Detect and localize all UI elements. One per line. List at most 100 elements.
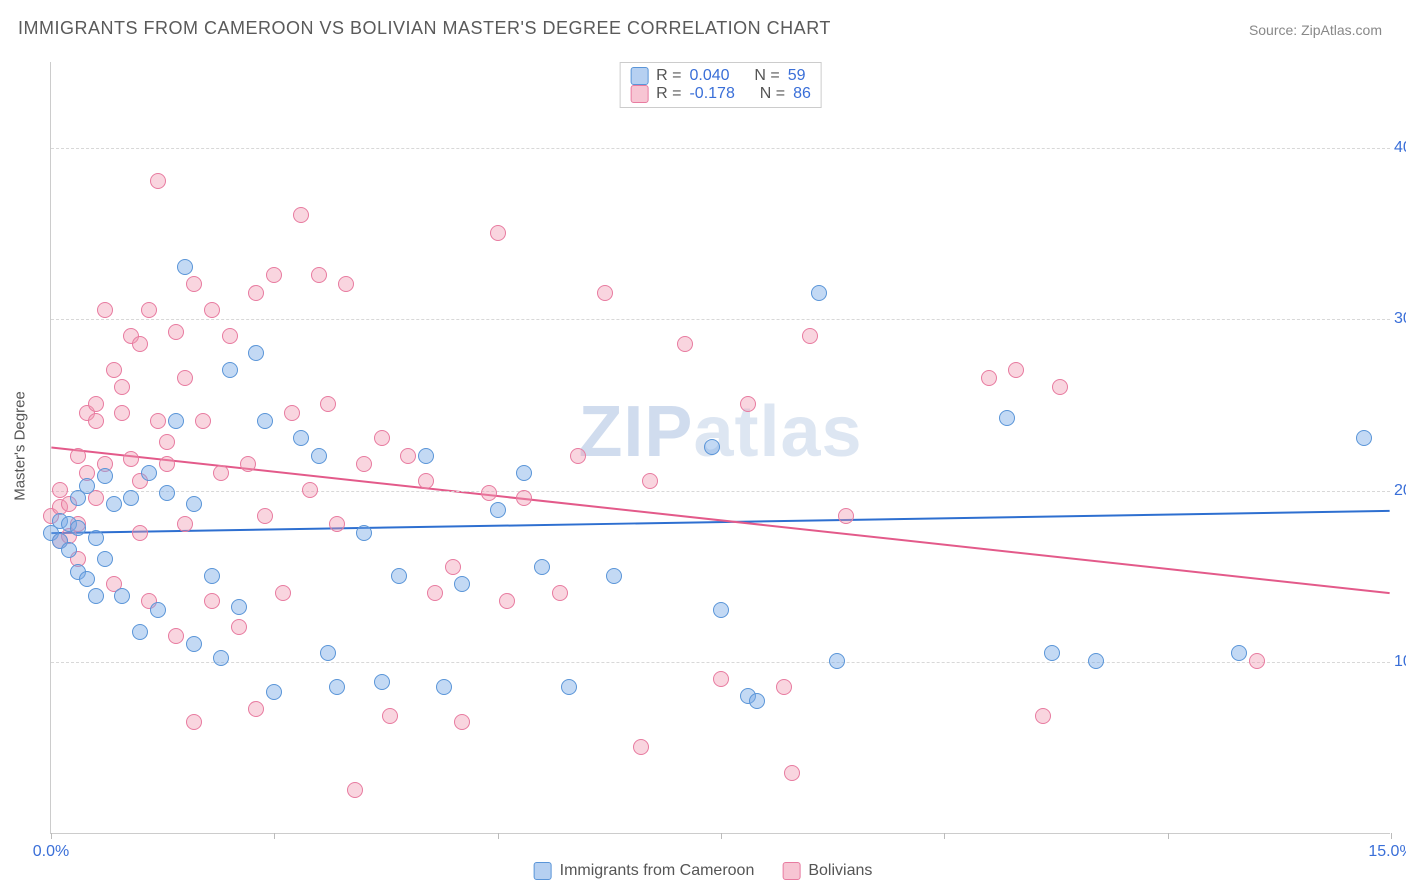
legend-r-label: R = <box>656 85 681 103</box>
legend-r-label: R = <box>656 67 681 85</box>
data-point-pink <box>186 714 202 730</box>
data-point-pink <box>302 482 318 498</box>
legend-label-bolivians: Bolivians <box>808 862 872 880</box>
data-point-pink <box>132 336 148 352</box>
data-point-blue <box>749 693 765 709</box>
data-point-blue <box>311 448 327 464</box>
data-point-blue <box>1231 645 1247 661</box>
data-point-blue <box>704 439 720 455</box>
legend-pink-r: -0.178 <box>689 85 734 103</box>
trend-lines <box>51 62 1390 833</box>
x-tick <box>944 833 945 839</box>
data-point-pink <box>248 285 264 301</box>
data-point-pink <box>266 267 282 283</box>
data-point-pink <box>213 465 229 481</box>
data-point-pink <box>427 585 443 601</box>
data-point-blue <box>141 465 157 481</box>
data-point-blue <box>150 602 166 618</box>
data-point-pink <box>141 302 157 318</box>
data-point-pink <box>1249 653 1265 669</box>
data-point-pink <box>356 456 372 472</box>
scatter-plot-area: ZIPatlas R = 0.040 N = 59 R = -0.178 N =… <box>50 62 1390 834</box>
data-point-blue <box>97 551 113 567</box>
data-point-blue <box>106 496 122 512</box>
data-point-pink <box>490 225 506 241</box>
data-point-pink <box>97 302 113 318</box>
legend-blue-r: 0.040 <box>689 67 729 85</box>
data-point-pink <box>374 430 390 446</box>
x-tick-label: 0.0% <box>33 843 69 861</box>
data-point-pink <box>114 379 130 395</box>
data-point-pink <box>159 456 175 472</box>
data-point-pink <box>114 405 130 421</box>
chart-title: IMMIGRANTS FROM CAMEROON VS BOLIVIAN MAS… <box>18 18 831 39</box>
data-point-pink <box>88 413 104 429</box>
data-point-pink <box>570 448 586 464</box>
data-point-pink <box>516 490 532 506</box>
y-tick-label: 20.0% <box>1394 482 1406 500</box>
data-point-pink <box>552 585 568 601</box>
data-point-pink <box>633 739 649 755</box>
data-point-pink <box>382 708 398 724</box>
data-point-pink <box>275 585 291 601</box>
data-point-blue <box>829 653 845 669</box>
data-point-pink <box>186 276 202 292</box>
data-point-blue <box>1044 645 1060 661</box>
data-point-blue <box>534 559 550 575</box>
data-point-blue <box>418 448 434 464</box>
data-point-blue <box>186 636 202 652</box>
data-point-blue <box>454 576 470 592</box>
data-point-blue <box>231 599 247 615</box>
data-point-pink <box>231 619 247 635</box>
data-point-blue <box>79 478 95 494</box>
data-point-pink <box>1035 708 1051 724</box>
data-point-blue <box>811 285 827 301</box>
data-point-blue <box>222 362 238 378</box>
legend-n-label: N = <box>760 85 785 103</box>
data-point-pink <box>177 370 193 386</box>
data-point-pink <box>338 276 354 292</box>
data-point-blue <box>606 568 622 584</box>
data-point-blue <box>329 679 345 695</box>
source-label: Source: <box>1249 22 1297 38</box>
data-point-pink <box>168 324 184 340</box>
data-point-blue <box>516 465 532 481</box>
data-point-pink <box>257 508 273 524</box>
x-tick-label: 15.0% <box>1368 843 1406 861</box>
data-point-pink <box>740 396 756 412</box>
swatch-blue-icon <box>534 862 552 880</box>
data-point-pink <box>70 448 86 464</box>
data-point-pink <box>838 508 854 524</box>
y-tick-label: 10.0% <box>1394 653 1406 671</box>
data-point-pink <box>150 173 166 189</box>
watermark: ZIPatlas <box>578 391 862 473</box>
data-point-blue <box>436 679 452 695</box>
legend-item-cameroon: Immigrants from Cameroon <box>534 862 755 880</box>
data-point-pink <box>320 396 336 412</box>
x-tick <box>498 833 499 839</box>
data-point-pink <box>329 516 345 532</box>
gridline <box>51 662 1390 663</box>
data-point-pink <box>195 413 211 429</box>
data-point-pink <box>177 516 193 532</box>
gridline <box>51 319 1390 320</box>
data-point-pink <box>222 328 238 344</box>
data-point-blue <box>999 410 1015 426</box>
data-point-pink <box>159 434 175 450</box>
data-point-pink <box>802 328 818 344</box>
data-point-blue <box>391 568 407 584</box>
data-point-blue <box>132 624 148 640</box>
data-point-blue <box>79 571 95 587</box>
data-point-pink <box>248 701 264 717</box>
data-point-blue <box>293 430 309 446</box>
data-point-blue <box>168 413 184 429</box>
data-point-pink <box>123 451 139 467</box>
data-point-pink <box>204 302 220 318</box>
data-point-pink <box>106 362 122 378</box>
trend-line-blue <box>51 511 1389 533</box>
data-point-blue <box>1356 430 1372 446</box>
x-tick <box>1391 833 1392 839</box>
data-point-blue <box>561 679 577 695</box>
data-point-pink <box>642 473 658 489</box>
data-point-pink <box>293 207 309 223</box>
